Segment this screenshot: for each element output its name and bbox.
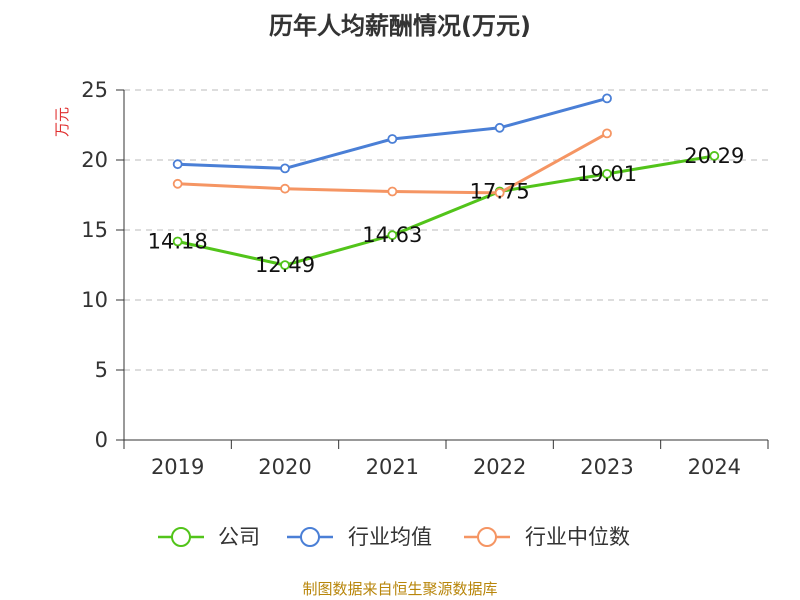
legend-marker — [300, 527, 320, 547]
data-point — [280, 163, 290, 174]
x-tick-label: 2020 — [258, 455, 311, 479]
grid-lines — [124, 89, 768, 371]
series-line — [177, 96, 608, 170]
data-point — [280, 183, 290, 194]
x-tick-label: 2023 — [580, 455, 633, 479]
legend: 公司 行业均值 行业中位数 — [158, 525, 630, 549]
x-tick-label: 2021 — [366, 455, 419, 479]
legend-marker — [477, 527, 497, 547]
y-axis-label: 万元 — [53, 107, 71, 137]
data-point — [494, 187, 505, 198]
data-point — [280, 260, 290, 271]
data-point — [602, 128, 612, 139]
series-line — [177, 154, 715, 267]
data-point — [387, 186, 398, 197]
legend-label: 行业均值 — [348, 525, 432, 549]
data-labels: 14.18 12.49 14.63 17.75 19.01 20.29 — [148, 144, 745, 277]
x-tick-label: 2024 — [688, 455, 741, 479]
data-label: 14.18 — [148, 229, 208, 253]
series-group — [172, 93, 720, 271]
y-tick-label: 20 — [81, 148, 108, 172]
data-point — [709, 151, 720, 161]
y-tick-label: 15 — [81, 218, 108, 242]
legend-label: 行业中位数 — [525, 525, 630, 549]
y-tick-label: 0 — [95, 428, 108, 452]
data-label: 12.49 — [255, 253, 315, 277]
legend-label: 公司 — [218, 525, 260, 549]
data-point — [172, 159, 183, 170]
data-point — [172, 236, 183, 247]
data-point — [387, 134, 398, 144]
data-label: 17.75 — [470, 180, 530, 204]
x-tick-label: 2022 — [473, 455, 526, 479]
data-point — [602, 93, 612, 104]
x-tick-label: 2019 — [151, 455, 204, 479]
data-point — [602, 168, 612, 179]
data-label: 19.01 — [577, 162, 637, 186]
legend-marker — [171, 527, 191, 547]
data-point — [172, 178, 183, 189]
axes: 0 5 10 15 20 25 2019 2020 2021 2022 2023 2024 — [81, 78, 769, 479]
y-tick-label: 25 — [81, 78, 108, 102]
chart-title: 历年人均薪酬情况(万元) — [269, 12, 531, 40]
data-label: 20.29 — [684, 144, 744, 168]
y-tick-label: 5 — [95, 358, 108, 382]
data-label: 14.63 — [362, 223, 422, 247]
y-tick-label: 10 — [81, 288, 108, 312]
data-point — [494, 122, 505, 133]
source-note: 制图数据来自恒生聚源数据库 — [302, 580, 497, 598]
data-point — [387, 230, 398, 241]
